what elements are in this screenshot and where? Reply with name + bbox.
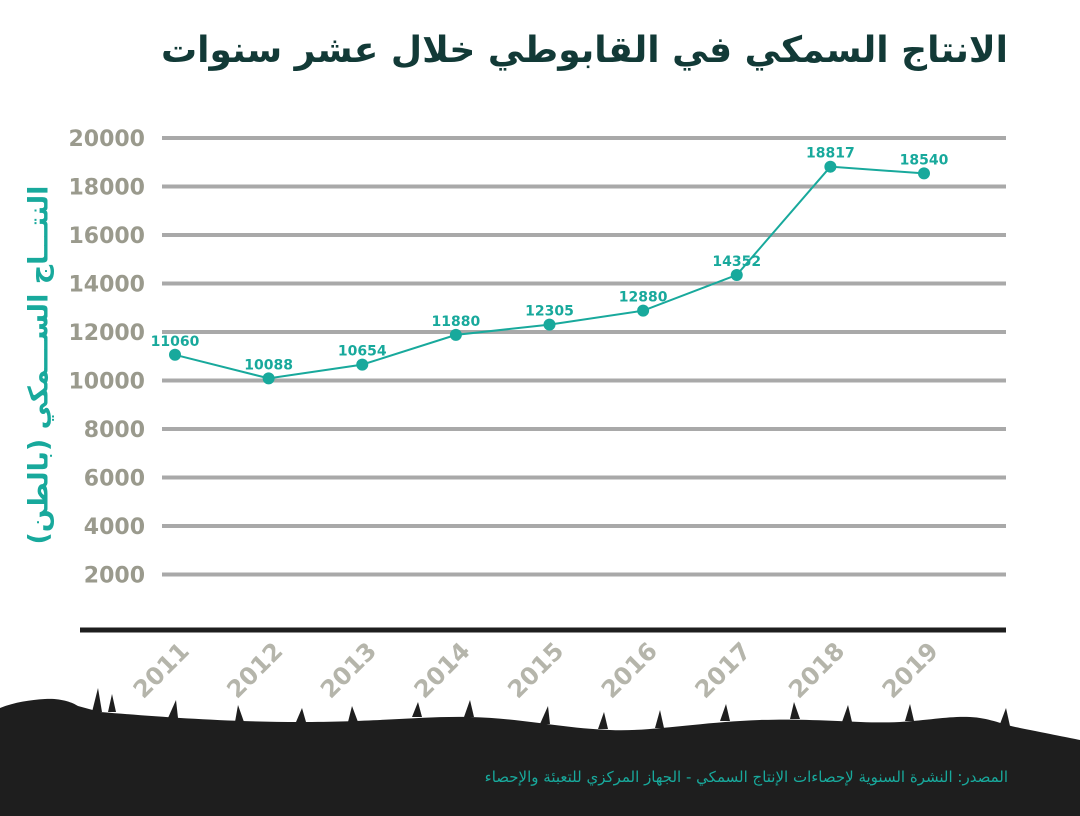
y-tick-label: 14000 xyxy=(68,273,145,298)
y-tick-label: 8000 xyxy=(84,418,145,443)
data-point xyxy=(169,348,181,361)
data-point xyxy=(262,372,275,385)
data-point xyxy=(356,358,369,371)
data-point xyxy=(543,318,556,331)
x-tick-labels: 2011 2012 2013 2014 2015 2016 2017 2018 2019 xyxy=(128,637,944,704)
y-tick-label: 4000 xyxy=(84,515,145,540)
data-label: 12305 xyxy=(525,304,574,320)
data-label: 10654 xyxy=(338,344,387,360)
grass-tufts xyxy=(92,688,1010,729)
y-tick-label: 2000 xyxy=(84,564,145,589)
data-labels: 11060 10088 10654 11880 12305 12880 14352 18817… xyxy=(151,146,949,374)
data-label: 11880 xyxy=(432,314,481,330)
data-point xyxy=(637,304,650,317)
y-tick-label: 20000 xyxy=(68,127,145,152)
data-label: 18540 xyxy=(900,152,949,168)
data-point xyxy=(449,328,462,341)
y-tick-label: 12000 xyxy=(68,321,145,346)
gridlines xyxy=(162,136,1006,577)
data-label: 14352 xyxy=(712,254,761,270)
series-line xyxy=(174,165,925,380)
y-tick-label: 10000 xyxy=(68,370,145,395)
x-tick-label: 2012 xyxy=(221,637,288,704)
chart-title: الانتاج السمكي في القابوطي خلال عشر سنوا… xyxy=(160,30,1008,71)
x-tick-label: 2016 xyxy=(596,637,663,704)
x-tick-label: 2018 xyxy=(783,637,850,704)
data-label: 18817 xyxy=(806,146,855,162)
data-point xyxy=(824,160,837,173)
y-tick-label: 18000 xyxy=(68,176,145,201)
y-tick-labels: 2000 4000 6000 8000 10000 12000 14000 16000 1800… xyxy=(68,127,145,589)
x-tick-label: 2015 xyxy=(502,637,569,704)
x-tick-label: 2014 xyxy=(409,637,476,704)
ground-silhouette xyxy=(0,698,1080,816)
data-point xyxy=(918,167,930,180)
x-tick-label: 2011 xyxy=(128,637,195,704)
data-points xyxy=(169,160,930,385)
data-label: 12880 xyxy=(619,290,668,306)
y-tick-label: 6000 xyxy=(84,467,145,492)
data-label: 10088 xyxy=(244,357,293,373)
y-tick-label: 16000 xyxy=(68,224,145,249)
source-note: المصدر: النشرة السنوية لإحصاءات الإنتاج … xyxy=(484,768,1008,786)
data-point xyxy=(730,268,743,281)
x-tick-label: 2019 xyxy=(877,637,944,704)
x-tick-label: 2017 xyxy=(690,637,757,704)
data-label: 11060 xyxy=(151,334,200,350)
x-tick-label: 2013 xyxy=(315,637,382,704)
